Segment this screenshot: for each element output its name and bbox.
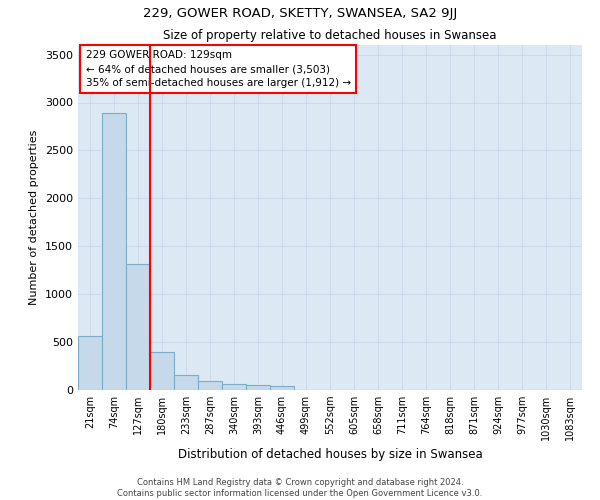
Bar <box>174 375 198 390</box>
Text: Contains HM Land Registry data © Crown copyright and database right 2024.
Contai: Contains HM Land Registry data © Crown c… <box>118 478 482 498</box>
Bar <box>246 384 270 390</box>
Bar <box>270 386 294 390</box>
Bar <box>78 336 102 390</box>
Bar <box>222 384 246 390</box>
Y-axis label: Number of detached properties: Number of detached properties <box>29 130 40 305</box>
Bar <box>198 382 222 390</box>
Bar <box>126 264 150 390</box>
X-axis label: Distribution of detached houses by size in Swansea: Distribution of detached houses by size … <box>178 448 482 462</box>
Bar <box>150 352 174 390</box>
Bar <box>102 113 126 390</box>
Title: Size of property relative to detached houses in Swansea: Size of property relative to detached ho… <box>163 30 497 43</box>
Text: 229, GOWER ROAD, SKETTY, SWANSEA, SA2 9JJ: 229, GOWER ROAD, SKETTY, SWANSEA, SA2 9J… <box>143 8 457 20</box>
Text: 229 GOWER ROAD: 129sqm
← 64% of detached houses are smaller (3,503)
35% of semi-: 229 GOWER ROAD: 129sqm ← 64% of detached… <box>86 50 350 88</box>
